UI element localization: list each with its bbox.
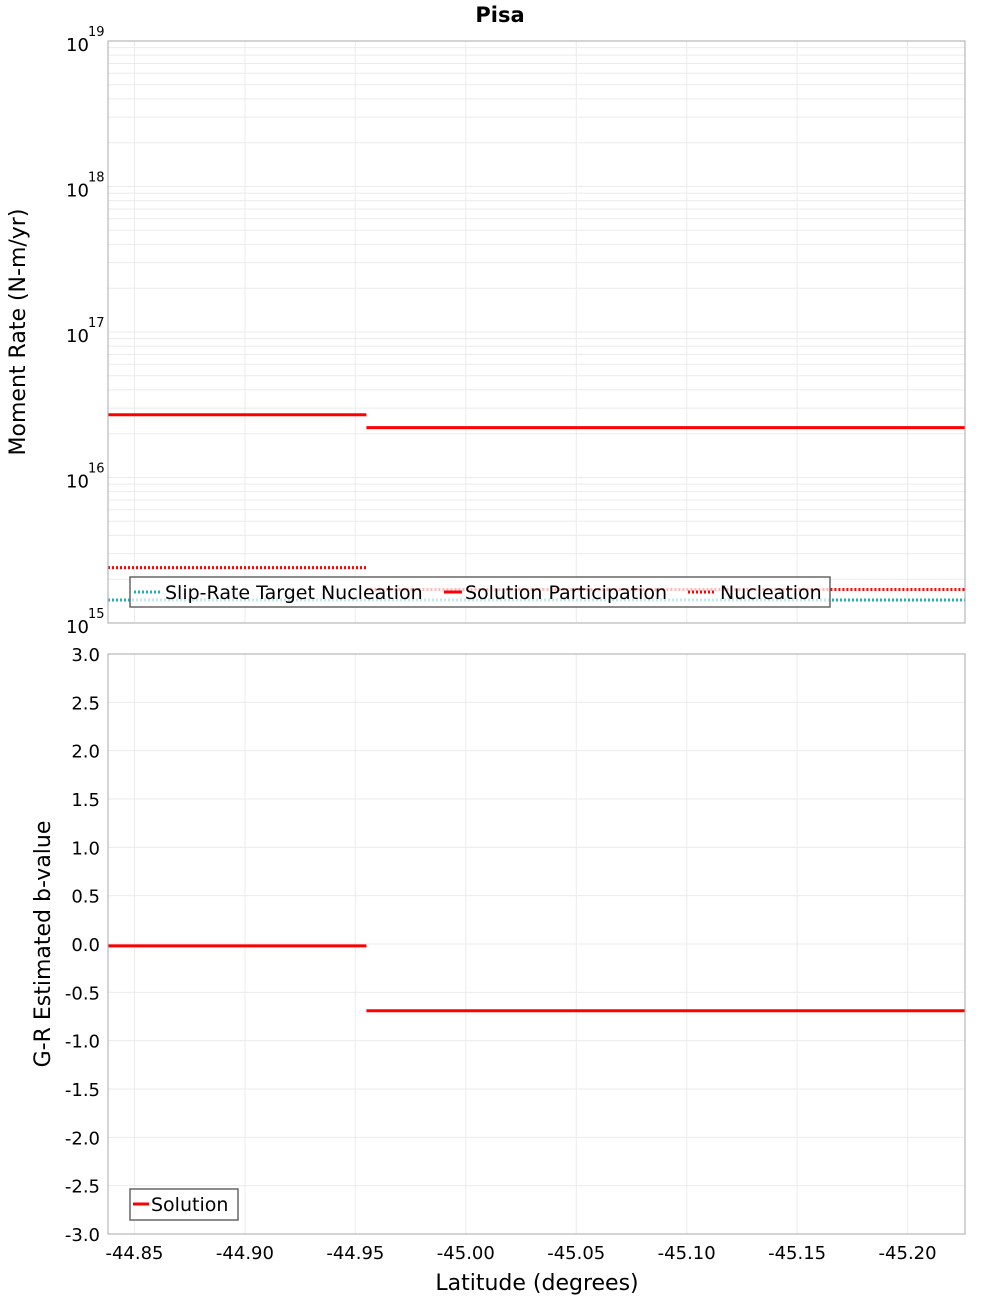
b-value-plot: 3.0 2.5 2.0 1.5 1.0 0.5 0.0 -0.5 -1.0 -1.5 -2.0 -2.… — [31, 645, 966, 1296]
y-tick-label: 1.0 — [71, 838, 100, 859]
bottom-legend: Solution — [129, 1188, 239, 1221]
y-tick-label: 10 — [66, 35, 89, 56]
y-tick-label: 10 — [66, 326, 89, 347]
y-tick-label: 2.0 — [71, 742, 100, 763]
bottom-y-ticks: 3.0 2.5 2.0 1.5 1.0 0.5 0.0 -0.5 -1.0 -1.5 -2.0 -2.… — [65, 645, 100, 1246]
y-tick-label: -2.0 — [65, 1128, 100, 1149]
y-tick-exponent: 16 — [88, 462, 105, 477]
y-tick-label: 1.5 — [71, 790, 100, 811]
bottom-series — [108, 944, 965, 1013]
bottom-plot-frame — [107, 653, 966, 1235]
y-tick-label: -2.5 — [65, 1177, 100, 1198]
legend-label-solution: Solution — [151, 1194, 228, 1216]
y-tick-exponent: 15 — [88, 607, 105, 622]
x-tick-label: -44.95 — [326, 1243, 384, 1264]
x-tick-label: -45.15 — [768, 1243, 826, 1264]
legend-label-solution-participation: Solution Participation — [465, 582, 667, 604]
x-tick-label: -45.10 — [658, 1243, 716, 1264]
y-tick-label: -1.0 — [65, 1032, 100, 1053]
x-tick-label: -45.00 — [437, 1243, 495, 1264]
x-tick-label: -45.20 — [879, 1243, 937, 1264]
y-tick-label: 0.0 — [71, 935, 100, 956]
x-tick-label: -44.90 — [216, 1243, 274, 1264]
y-tick-label: 0.5 — [71, 887, 100, 908]
y-tick-label: 3.0 — [71, 645, 100, 666]
legend-label-nucleation: Nucleation — [720, 582, 822, 604]
y-tick-exponent: 17 — [88, 316, 105, 331]
y-tick-label: 2.5 — [71, 693, 100, 714]
legend-label-slip-rate-target: Slip-Rate Target Nucleation — [165, 582, 423, 604]
y-tick-label: 10 — [66, 617, 89, 638]
y-tick-exponent: 19 — [88, 25, 105, 40]
y-tick-label: -0.5 — [65, 983, 100, 1004]
x-ticks: -44.85 -44.90 -44.95 -45.00 -45.05 -45.10 -45.… — [105, 1243, 936, 1264]
chart-title: Pisa — [475, 3, 524, 27]
y-tick-label: 10 — [66, 181, 89, 202]
x-tick-label: -44.85 — [105, 1243, 163, 1264]
top-grid — [108, 41, 965, 624]
y-tick-label: 10 — [66, 472, 89, 493]
y-tick-exponent: 18 — [88, 171, 105, 186]
x-tick-label: -45.05 — [547, 1243, 605, 1264]
top-y-axis-label: Moment Rate (N-m/yr) — [6, 209, 31, 456]
y-tick-label: -3.0 — [65, 1225, 100, 1246]
top-plot-frame — [107, 40, 966, 624]
bottom-y-axis-label: G-R Estimated b-value — [31, 821, 56, 1068]
y-tick-label: -1.5 — [65, 1080, 100, 1101]
x-axis-label: Latitude (degrees) — [435, 1271, 638, 1296]
top-legend: Slip-Rate Target Nucleation Solution Par… — [129, 576, 831, 608]
